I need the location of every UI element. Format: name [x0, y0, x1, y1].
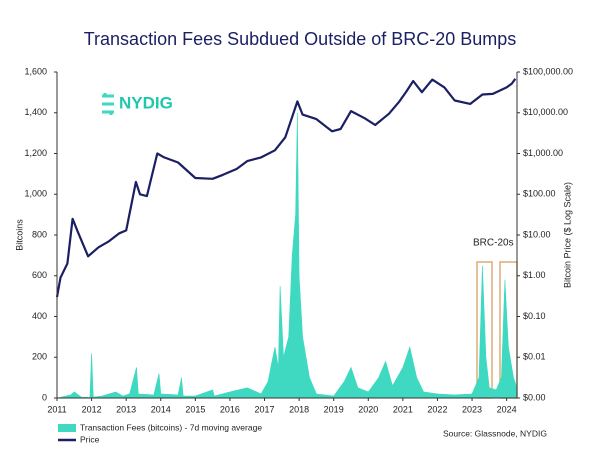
y2-axis-label: Bitcoin Price ($ Log Scale) [562, 182, 572, 288]
y-tick-label: 1,600 [24, 66, 47, 76]
y-tick-label: 1,000 [24, 189, 47, 199]
x-tick-label: 2019 [324, 404, 344, 414]
y2-tick-label: $10.00 [523, 229, 551, 239]
chart-title: Transaction Fees Subdued Outside of BRC-… [84, 29, 517, 49]
x-tick-label: 2012 [82, 404, 102, 414]
logo: NYDIG [102, 93, 173, 115]
y2-tick-label: $0.10 [523, 311, 546, 321]
x-tick-label: 2013 [116, 404, 136, 414]
x-tick-label: 2014 [151, 404, 171, 414]
y-tick-label: 200 [32, 352, 47, 362]
y2-tick-label: $0.01 [523, 352, 546, 362]
y-tick-label: 1,200 [24, 148, 47, 158]
x-tick-label: 2022 [427, 404, 447, 414]
x-tick-label: 2021 [393, 404, 413, 414]
x-tick-label: 2023 [462, 404, 482, 414]
legend-label: Price [80, 434, 100, 444]
y2-tick-label: $10,000.00 [523, 107, 568, 117]
y2-tick-label: $1.00 [523, 270, 546, 280]
x-tick-label: 2017 [255, 404, 275, 414]
y2-tick-label: $100.00 [523, 189, 556, 199]
x-tick-label: 2018 [289, 404, 309, 414]
y2-tick-label: $0.00 [523, 392, 546, 402]
y-tick-label: 600 [32, 270, 47, 280]
y2-tick-label: $1,000.00 [523, 148, 563, 158]
legend-swatch [58, 424, 76, 432]
y-tick-label: 400 [32, 311, 47, 321]
annotation: BRC-20s [473, 238, 514, 249]
fee-area [56, 112, 518, 399]
x-tick-label: 2015 [185, 404, 205, 414]
y-axis-label: Bitcoins [14, 219, 24, 251]
source: Source: Glassnode, NYDIG [443, 428, 547, 438]
y2-tick-label: $100,000.00 [523, 66, 573, 76]
x-tick-label: 2020 [358, 404, 378, 414]
y-tick-label: 1,400 [24, 107, 47, 117]
y-tick-label: 800 [32, 229, 47, 239]
logo-text: NYDIG [119, 93, 173, 112]
price-line [55, 78, 517, 298]
y-tick-label: 0 [42, 392, 47, 402]
logo-icon [102, 93, 114, 115]
x-tick-label: 2016 [220, 404, 240, 414]
x-tick-label: 2011 [47, 404, 66, 414]
x-tick-label: 2024 [497, 404, 517, 414]
legend-label: Transaction Fees (bitcoins) - 7d moving … [80, 422, 262, 432]
